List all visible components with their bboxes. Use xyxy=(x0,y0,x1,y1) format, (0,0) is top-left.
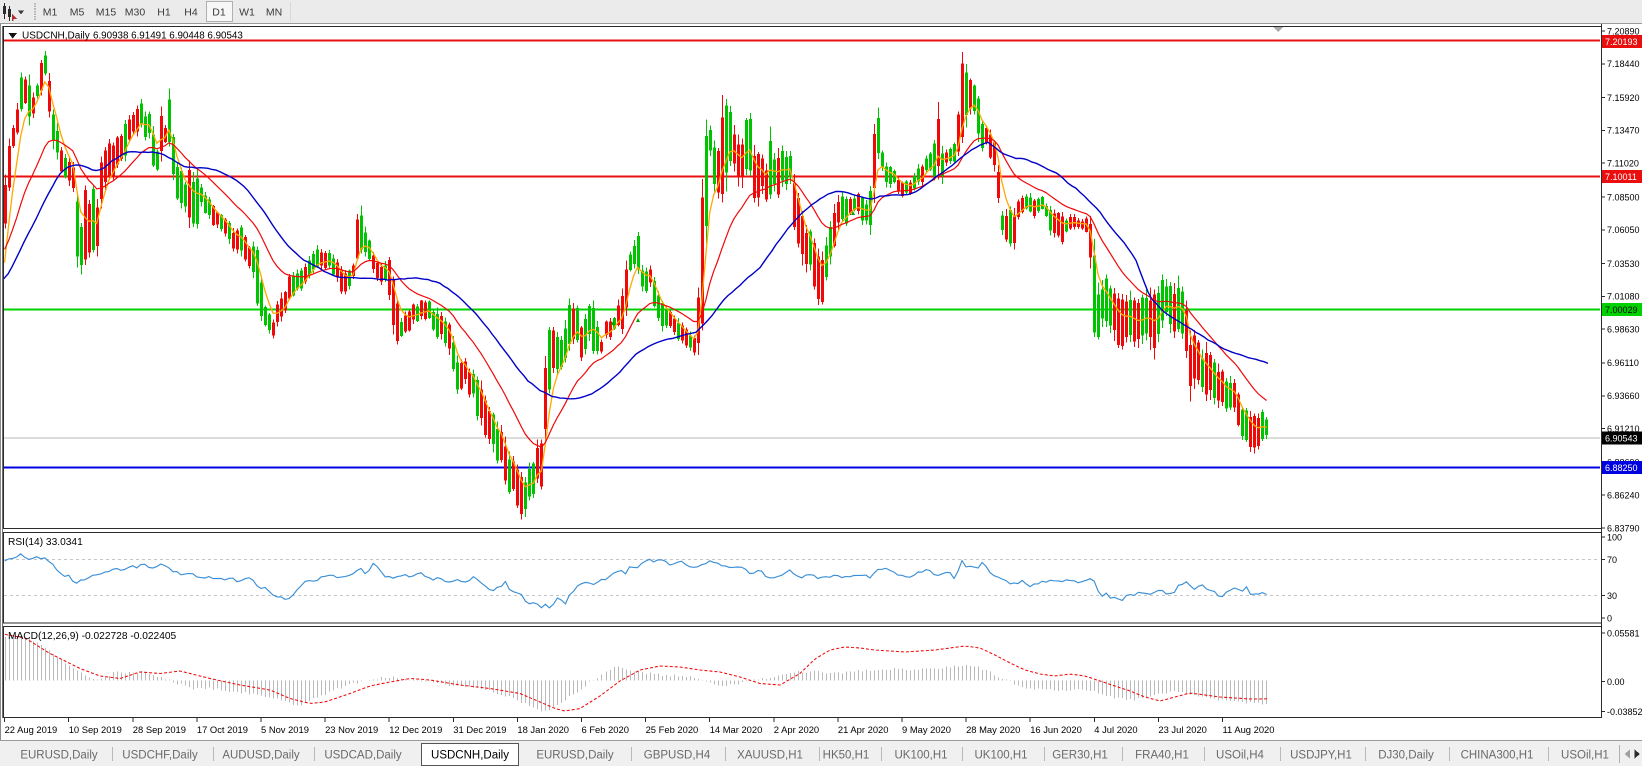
svg-text:7.03530: 7.03530 xyxy=(1607,259,1640,269)
svg-text:7.18440: 7.18440 xyxy=(1607,59,1640,69)
svg-text:6.91210: 6.91210 xyxy=(1607,424,1640,434)
svg-text:GER30,H1: GER30,H1 xyxy=(1052,750,1108,762)
svg-text:CHINA300,H1: CHINA300,H1 xyxy=(1461,750,1534,762)
svg-text:7.15920: 7.15920 xyxy=(1607,93,1640,103)
svg-text:M15: M15 xyxy=(96,7,117,19)
svg-text:7.10011: 7.10011 xyxy=(1605,172,1637,182)
svg-text:16 Jun 2020: 16 Jun 2020 xyxy=(1030,724,1082,735)
svg-text:USDCHF,Daily: USDCHF,Daily xyxy=(122,750,198,762)
svg-text:AUDUSD,Daily: AUDUSD,Daily xyxy=(222,750,300,762)
svg-text:7.08500: 7.08500 xyxy=(1607,192,1640,202)
svg-text:6.86240: 6.86240 xyxy=(1607,491,1640,501)
svg-text:7.11020: 7.11020 xyxy=(1607,159,1639,169)
svg-text:USDCNH,Daily: USDCNH,Daily xyxy=(22,31,90,42)
svg-text:7.20890: 7.20890 xyxy=(1607,26,1640,36)
svg-text:6.83790: 6.83790 xyxy=(1607,523,1640,533)
svg-text:7.20193: 7.20193 xyxy=(1605,37,1638,47)
svg-text:GBPUSD,H4: GBPUSD,H4 xyxy=(644,750,711,762)
svg-text:W1: W1 xyxy=(239,7,255,19)
svg-text:17 Oct 2019: 17 Oct 2019 xyxy=(197,724,248,735)
svg-text:MN: MN xyxy=(266,7,282,19)
svg-text:USDCNH,Daily: USDCNH,Daily xyxy=(431,750,509,762)
svg-text:28 May 2020: 28 May 2020 xyxy=(966,724,1020,735)
svg-text:10 Sep 2019: 10 Sep 2019 xyxy=(69,724,122,735)
svg-text:70: 70 xyxy=(1607,555,1617,565)
svg-text:UK100,H1: UK100,H1 xyxy=(974,750,1027,762)
svg-text:-0.038524: -0.038524 xyxy=(1607,707,1642,717)
svg-text:23 Nov 2019: 23 Nov 2019 xyxy=(325,724,378,735)
svg-text:EURUSD,Daily: EURUSD,Daily xyxy=(536,750,614,762)
svg-text:6.96110: 6.96110 xyxy=(1607,358,1639,368)
svg-text:H4: H4 xyxy=(184,7,198,19)
svg-text:M30: M30 xyxy=(125,7,146,19)
svg-text:11 Aug 2020: 11 Aug 2020 xyxy=(1223,724,1275,735)
svg-text:RSI(14) 33.0341: RSI(14) 33.0341 xyxy=(8,537,83,548)
svg-text:31 Dec 2019: 31 Dec 2019 xyxy=(453,724,506,735)
svg-text:USOil,H4: USOil,H4 xyxy=(1216,750,1265,762)
svg-text:9 May 2020: 9 May 2020 xyxy=(902,724,951,735)
svg-text:18 Jan 2020: 18 Jan 2020 xyxy=(517,724,569,735)
svg-text:M5: M5 xyxy=(70,7,85,19)
svg-text:12 Dec 2019: 12 Dec 2019 xyxy=(389,724,442,735)
svg-text:7.06050: 7.06050 xyxy=(1607,225,1640,235)
svg-text:FRA40,H1: FRA40,H1 xyxy=(1135,750,1189,762)
svg-text:25 Feb 2020: 25 Feb 2020 xyxy=(646,724,699,735)
svg-text:7.13470: 7.13470 xyxy=(1607,126,1640,136)
svg-text:23 Jul 2020: 23 Jul 2020 xyxy=(1158,724,1206,735)
svg-text:USDJPY,H1: USDJPY,H1 xyxy=(1290,750,1352,762)
svg-text:100: 100 xyxy=(1607,533,1622,543)
svg-text:USDCAD,Daily: USDCAD,Daily xyxy=(324,750,402,762)
svg-text:6.90543: 6.90543 xyxy=(1605,433,1638,443)
svg-text:0.05581: 0.05581 xyxy=(1607,629,1640,639)
svg-text:6.98630: 6.98630 xyxy=(1607,325,1640,335)
svg-text:21 Apr 2020: 21 Apr 2020 xyxy=(838,724,889,735)
svg-text:14 Mar 2020: 14 Mar 2020 xyxy=(710,724,763,735)
svg-text:UK100,H1: UK100,H1 xyxy=(894,750,947,762)
svg-text:5 Nov 2019: 5 Nov 2019 xyxy=(261,724,309,735)
svg-text:6.88250: 6.88250 xyxy=(1605,463,1638,473)
svg-text:6.93660: 6.93660 xyxy=(1607,391,1640,401)
svg-text:H1: H1 xyxy=(157,7,171,19)
svg-text:D1: D1 xyxy=(212,7,226,19)
svg-text:6 Feb 2020: 6 Feb 2020 xyxy=(582,724,629,735)
svg-text:XAUUSD,H1: XAUUSD,H1 xyxy=(737,750,803,762)
svg-text:7.00029: 7.00029 xyxy=(1605,305,1638,315)
svg-text:HK50,H1: HK50,H1 xyxy=(823,750,870,762)
svg-text:M1: M1 xyxy=(43,7,58,19)
svg-text:DJ30,Daily: DJ30,Daily xyxy=(1378,750,1434,762)
svg-text:0.00: 0.00 xyxy=(1607,677,1625,687)
svg-text:7.01080: 7.01080 xyxy=(1607,292,1640,302)
svg-text:2 Apr 2020: 2 Apr 2020 xyxy=(774,724,819,735)
svg-text:30: 30 xyxy=(1607,591,1617,601)
svg-text:MACD(12,26,9) -0.022728 -0.022: MACD(12,26,9) -0.022728 -0.022405 xyxy=(8,631,177,642)
svg-text:USOil,H1: USOil,H1 xyxy=(1561,750,1609,762)
svg-text:4 Jul 2020: 4 Jul 2020 xyxy=(1094,724,1137,735)
svg-text:28 Sep 2019: 28 Sep 2019 xyxy=(133,724,186,735)
svg-text:22 Aug 2019: 22 Aug 2019 xyxy=(5,724,58,735)
svg-text:EURUSD,Daily: EURUSD,Daily xyxy=(20,750,98,762)
svg-text:0: 0 xyxy=(1607,614,1612,624)
svg-text:6.90938 6.91491 6.90448 6.9054: 6.90938 6.91491 6.90448 6.90543 xyxy=(93,31,243,42)
